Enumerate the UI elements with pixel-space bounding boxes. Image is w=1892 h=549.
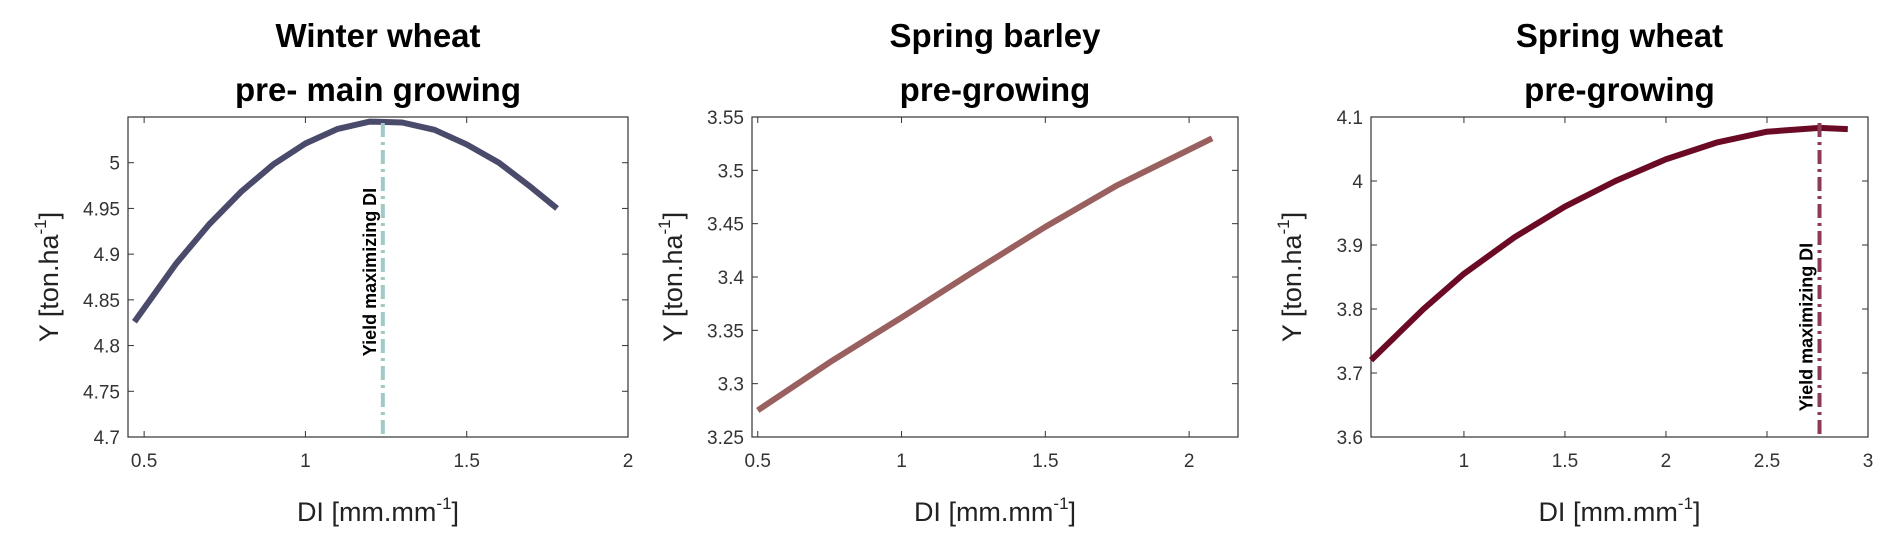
- y-tick-label: 3.6: [1337, 428, 1363, 449]
- y-axis-label-part: ]: [34, 212, 64, 220]
- chart-title: Spring wheat: [1516, 17, 1723, 54]
- x-axis-label: DI [mm.mm-1]: [1538, 494, 1700, 527]
- y-tick-label: 3.35: [707, 321, 744, 342]
- x-axis-label-part: ]: [1693, 497, 1701, 527]
- x-axis-label-part: -1: [436, 494, 451, 513]
- x-axis-label-part: ]: [452, 497, 460, 527]
- y-axis-label-part: -1: [655, 219, 674, 234]
- x-axis-label-part: DI [mm.mm: [1538, 497, 1677, 527]
- y-axis-label-part: ]: [658, 212, 688, 220]
- y-tick-label: 4.1: [1337, 108, 1363, 129]
- chart-title: pre-growing: [900, 71, 1091, 108]
- y-axis-label-part: ]: [1277, 212, 1307, 220]
- y-tick-label: 4: [1352, 172, 1363, 193]
- y-axis-label: Y [ton.ha-1]: [1274, 212, 1307, 342]
- data-line: [132, 118, 559, 324]
- x-axis-label: DI [mm.mm-1]: [297, 494, 459, 527]
- y-tick-label: 3.55: [707, 108, 744, 129]
- axes-box: [751, 116, 1239, 438]
- x-tick-label: 0.5: [131, 451, 157, 472]
- y-tick-label: 3.7: [1337, 364, 1363, 385]
- x-tick-label: 1.5: [1552, 451, 1578, 472]
- x-axis-label-part: -1: [1053, 494, 1068, 513]
- y-tick-label: 3.3: [718, 375, 744, 396]
- y-tick-label: 3.9: [1337, 236, 1363, 257]
- data-line: [1368, 124, 1848, 363]
- x-axis-label-part: -1: [1678, 494, 1693, 513]
- annotation: Yield maximizing DI: [1797, 243, 1817, 411]
- x-tick-label: 2.5: [1754, 451, 1780, 472]
- y-axis-label-part: -1: [31, 219, 50, 234]
- axes-box: [127, 116, 629, 438]
- x-tick-label: 2: [1184, 451, 1195, 472]
- y-tick-label: 4.95: [83, 199, 120, 220]
- axes-box: [1370, 116, 1869, 438]
- y-tick-label: 3.45: [707, 215, 744, 236]
- y-tick-label: 4.7: [94, 428, 120, 449]
- x-tick-label: 1: [300, 451, 311, 472]
- y-tick-label: 3.25: [707, 428, 744, 449]
- x-tick-label: 1: [896, 451, 907, 472]
- x-axis-label: DI [mm.mm-1]: [914, 494, 1076, 527]
- y-tick-label: 3.4: [718, 268, 745, 289]
- data-line: [756, 135, 1214, 413]
- y-tick-label: 5: [109, 154, 120, 175]
- y-tick-label: 4.75: [83, 382, 120, 403]
- chart-title: pre-growing: [1524, 71, 1715, 108]
- x-axis-label-part: DI [mm.mm: [914, 497, 1053, 527]
- x-axis-label-part: ]: [1069, 497, 1077, 527]
- x-tick-label: 2: [1661, 451, 1672, 472]
- y-tick-label: 3.8: [1337, 300, 1363, 321]
- y-tick-label: 4.85: [83, 291, 120, 312]
- annotation: Yield maximizing DI: [360, 188, 380, 356]
- x-tick-label: 0.5: [745, 451, 771, 472]
- y-tick-label: 4.8: [94, 337, 120, 358]
- chart-title: Spring barley: [890, 17, 1102, 54]
- x-tick-label: 3: [1863, 451, 1874, 472]
- y-axis-label-part: -1: [1274, 219, 1293, 234]
- y-axis-label: Y [ton.ha-1]: [655, 212, 688, 342]
- x-tick-label: 1: [1459, 451, 1470, 472]
- x-axis-label-part: DI [mm.mm: [297, 497, 436, 527]
- y-axis-label-part: Y [ton.ha: [1277, 234, 1307, 343]
- y-tick-label: 4.9: [94, 245, 120, 266]
- y-axis-label-part: Y [ton.ha: [34, 234, 64, 343]
- chart-title: pre- main growing: [235, 71, 521, 108]
- x-tick-label: 2: [623, 451, 634, 472]
- x-tick-label: 1.5: [453, 451, 479, 472]
- chart-title: Winter wheat: [275, 17, 480, 54]
- x-tick-label: 1.5: [1032, 451, 1058, 472]
- y-tick-label: 3.5: [718, 161, 744, 182]
- y-axis-label-part: Y [ton.ha: [658, 234, 688, 343]
- y-axis-label: Y [ton.ha-1]: [31, 212, 64, 342]
